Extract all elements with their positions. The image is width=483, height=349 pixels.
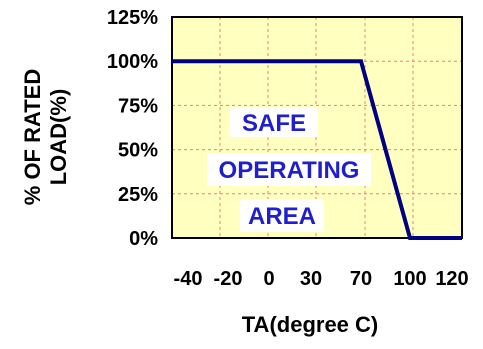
x-tick-label: 100	[393, 268, 426, 290]
x-tick-label: 30	[300, 268, 322, 290]
x-axis-title: TA(degree C)	[242, 312, 379, 337]
plot-frame	[171, 16, 463, 239]
y-tick-label: 50%	[118, 140, 158, 162]
x-tick-labels: -40 -20 0 30 70 100 120	[174, 268, 469, 290]
annotation-line-safe: SAFE	[242, 110, 306, 137]
y-axis-title-line-2: LOAD(%)	[46, 89, 71, 186]
annotation-background	[207, 153, 371, 186]
x-tick-label: 70	[350, 268, 372, 290]
annotation-background	[240, 199, 324, 232]
safe-operating-area-annotation: SAFE OPERATING AREA	[207, 107, 371, 232]
x-tick-label: 120	[435, 268, 468, 290]
x-tick-label: -20	[214, 268, 243, 290]
y-axis-title-line-1: % OF RATED	[20, 69, 45, 205]
y-tick-label: 125%	[107, 7, 158, 29]
y-tick-label: 100%	[107, 51, 158, 73]
y-tick-label: 25%	[118, 184, 158, 206]
annotation-background	[230, 107, 318, 137]
y-tick-label: 0%	[129, 228, 158, 250]
y-tick-label: 75%	[118, 95, 158, 117]
derating-curve-line	[172, 59, 462, 240]
x-tick-label: 0	[263, 268, 274, 290]
annotation-line-area: AREA	[248, 203, 316, 230]
annotation-line-operating: OPERATING	[219, 157, 360, 184]
x-tick-label: -40	[174, 268, 203, 290]
y-tick-labels: 0% 25% 50% 75% 100% 125%	[107, 7, 158, 250]
